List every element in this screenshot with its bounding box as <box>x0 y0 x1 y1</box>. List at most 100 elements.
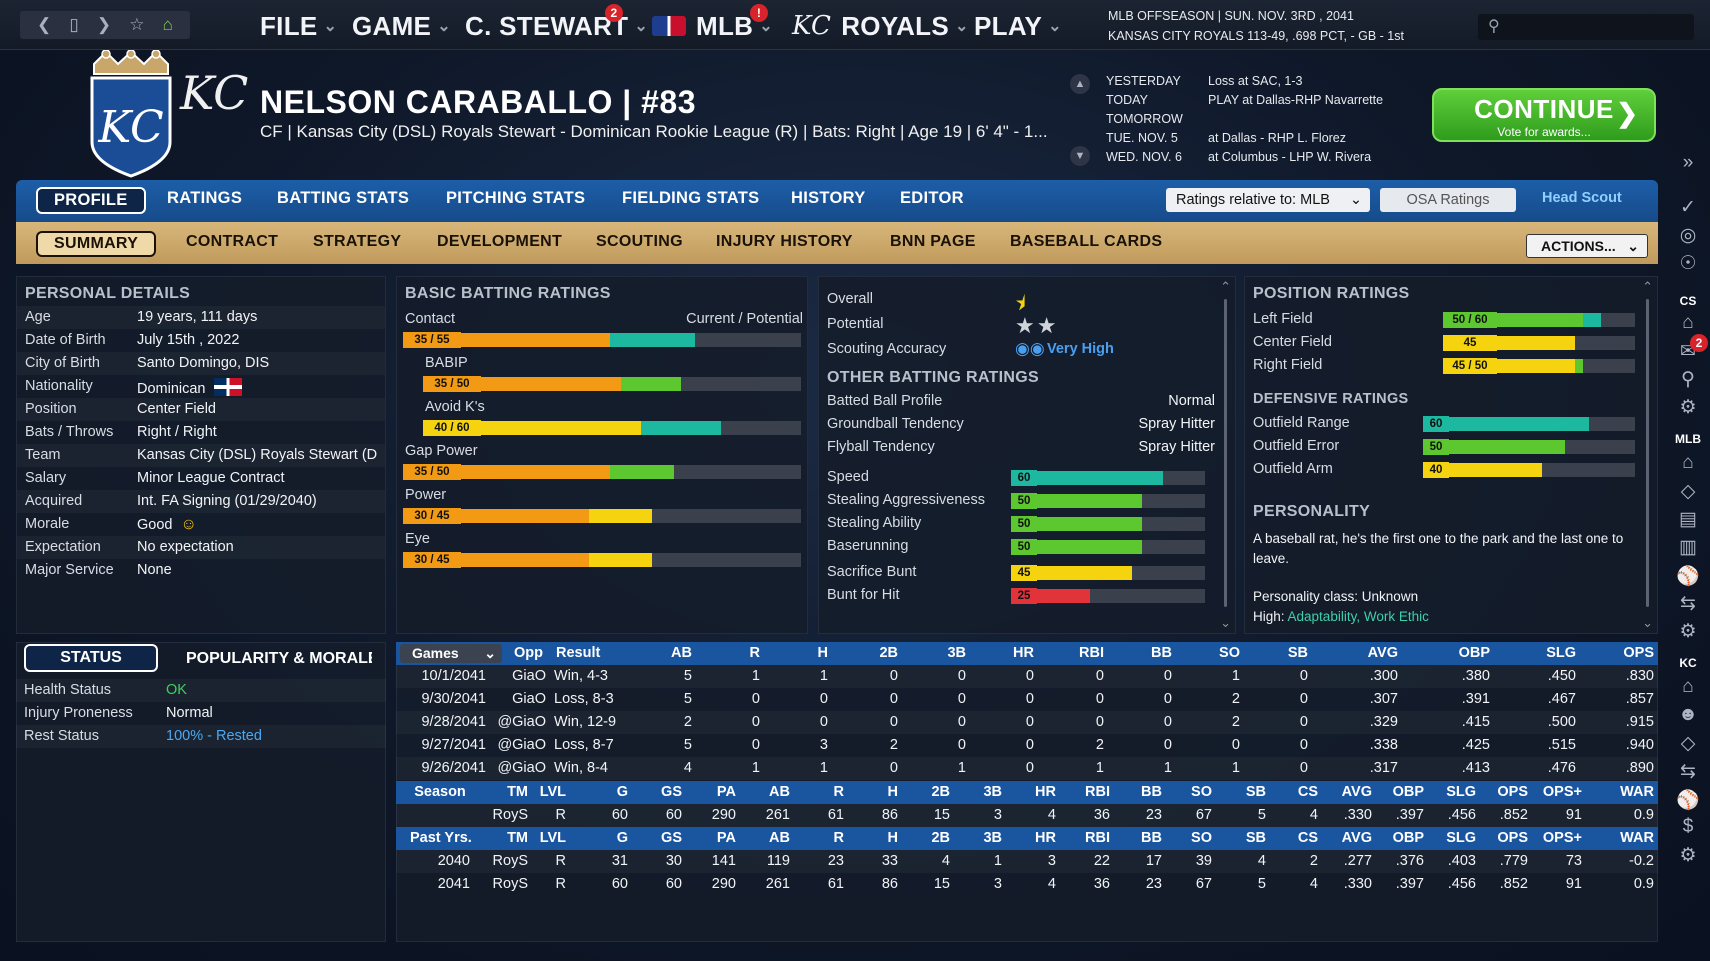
home-icon[interactable]: ⌂ <box>162 15 173 34</box>
status-label: Rest Status <box>24 728 99 744</box>
tab-status[interactable]: STATUS <box>24 644 158 672</box>
table-cell: RoyS <box>492 807 528 823</box>
star-icon[interactable]: ☆ <box>129 15 145 34</box>
tab-contract[interactable]: CONTRACT <box>186 233 279 250</box>
check-icon[interactable]: ✓ <box>1680 197 1696 218</box>
tab-editor[interactable]: EDITOR <box>900 189 964 207</box>
table-cell: 290 <box>711 876 736 892</box>
scroll-down-icon[interactable]: ⌄ <box>1642 615 1653 630</box>
menu-file-label: FILE <box>260 10 318 41</box>
column-header: OPS+ <box>1542 784 1582 800</box>
diamond-icon[interactable]: ◇ <box>1680 481 1696 502</box>
collapse-icon[interactable]: » <box>1682 152 1694 173</box>
tab-baseball-cards[interactable]: BASEBALL CARDS <box>1010 233 1163 250</box>
menu-manager[interactable]: C. STEWART ⌄ 2 <box>465 4 648 44</box>
gear-icon[interactable]: ⚙ <box>1679 845 1697 866</box>
gear-icon[interactable]: ⚙ <box>1679 621 1697 642</box>
scrollbar[interactable] <box>1646 299 1649 607</box>
league-date: MLB OFFSEASON | SUN. NOV. 3RD , 2041 <box>1108 9 1354 23</box>
back-icon[interactable]: ❮ <box>37 15 52 34</box>
menu-royals[interactable]: KC ROYALS ⌄ <box>792 8 969 44</box>
news-icon[interactable]: ▤ <box>1679 509 1697 530</box>
tab-popularity-morale[interactable]: POPULARITY & MORALE <box>186 650 372 667</box>
scroll-down-icon[interactable]: ⌄ <box>1220 615 1231 630</box>
rating-bar <box>1037 471 1205 485</box>
table-cell: 0 <box>957 714 966 730</box>
column-header: RBI <box>1085 830 1110 846</box>
rating-bar <box>1497 336 1635 350</box>
home-icon[interactable]: ⌂ <box>1682 452 1694 473</box>
search-icon[interactable]: ⚲ <box>1681 369 1695 390</box>
exchange-icon[interactable]: ⇆ <box>1680 593 1696 614</box>
menu-play[interactable]: PLAY ⌄ <box>974 8 1062 44</box>
tab-history[interactable]: HISTORY <box>791 189 866 207</box>
schedule-game: at Dallas - RHP L. Florez <box>1208 131 1347 145</box>
tab-bnn-page[interactable]: BNN PAGE <box>890 233 976 250</box>
table-cell: 67 <box>1195 807 1212 823</box>
column-header: SB <box>1245 784 1266 800</box>
head-scout-button[interactable]: Head Scout <box>1542 190 1622 206</box>
home-icon[interactable]: ⌂ <box>1682 312 1694 333</box>
kc-wordmark: KC <box>180 66 249 120</box>
scrollbar[interactable] <box>1224 299 1227 607</box>
column-header: LVL <box>539 784 566 800</box>
detail-label: Bats / Throws <box>25 424 114 440</box>
menu-mlb[interactable]: MLB ⌄! <box>652 4 773 44</box>
ratings-relative-select[interactable]: Ratings relative to: MLB ⌄ <box>1166 188 1370 212</box>
forward-icon[interactable]: ❯ <box>96 15 112 34</box>
column-header: H <box>817 645 828 661</box>
table-cell: 0 <box>1163 691 1172 707</box>
scroll-up-icon[interactable]: ⌃ <box>1642 279 1653 294</box>
table-cell: 1 <box>1163 760 1172 776</box>
scroll-up-icon[interactable]: ⌃ <box>1220 279 1231 294</box>
menu-file[interactable]: FILE ⌄ <box>260 8 337 44</box>
column-header: H <box>887 784 898 800</box>
column-header: HR <box>1035 784 1056 800</box>
schedule-down-icon[interactable]: ▼ <box>1070 146 1090 166</box>
rating-bar <box>1449 417 1635 431</box>
home-icon[interactable]: ⌂ <box>1682 676 1694 697</box>
tab-injury-history[interactable]: INJURY HISTORY <box>716 233 853 250</box>
table-cell: R <box>555 853 566 869</box>
column-header: AB <box>769 830 790 846</box>
tab-development[interactable]: DEVELOPMENT <box>437 233 563 250</box>
mail-icon[interactable]: ✉ 2 <box>1666 334 1710 363</box>
continue-button[interactable]: CONTINUE Vote for awards... ❯ <box>1432 88 1656 142</box>
lightbulb-icon[interactable]: ☉ <box>1679 253 1697 274</box>
menu-game[interactable]: GAME ⌄ <box>352 8 451 44</box>
schedule-up-icon[interactable]: ▲ <box>1070 74 1090 94</box>
bar-fill <box>1449 463 1542 477</box>
chart-icon[interactable]: ▥ <box>1679 537 1697 558</box>
column-header: SLG <box>1446 830 1476 846</box>
search-input[interactable]: ⚲ <box>1478 14 1694 40</box>
nav-button-group: ❮ ▯ ❯ ☆ ⌂ <box>20 11 190 39</box>
column-header: Opp <box>514 645 543 661</box>
dollar-icon[interactable]: $ <box>1682 816 1694 837</box>
exchange-icon[interactable]: ⇆ <box>1680 761 1696 782</box>
table-cell: .307 <box>1369 691 1398 707</box>
osa-ratings-button[interactable]: OSA Ratings <box>1380 188 1516 212</box>
diamond-icon[interactable]: ◇ <box>1680 733 1696 754</box>
table-cell: 36 <box>1093 807 1110 823</box>
tab-summary[interactable]: SUMMARY <box>36 231 157 257</box>
games-select[interactable]: Games ⌄ <box>400 644 502 663</box>
tab-ratings[interactable]: RATINGS <box>167 189 243 207</box>
tab-profile[interactable]: PROFILE <box>36 187 146 214</box>
globe-icon[interactable]: ◎ <box>1679 225 1697 246</box>
window-icon[interactable]: ▯ <box>69 15 79 34</box>
tab-strategy[interactable]: STRATEGY <box>313 233 402 250</box>
schedule-days: YESTERDAY TODAY TOMORROW TUE. NOV. 5 WED… <box>1106 72 1183 167</box>
column-header: SB <box>1245 830 1266 846</box>
table-cell: 4 <box>1309 807 1318 823</box>
tab-fielding-stats[interactable]: FIELDING STATS <box>622 189 760 207</box>
baseball-icon[interactable]: ⚾ <box>1676 566 1700 587</box>
table-cell: 4 <box>1047 807 1056 823</box>
gear-icon[interactable]: ⚙ <box>1679 397 1697 418</box>
tab-pitching-stats[interactable]: PITCHING STATS <box>446 189 586 207</box>
baseball-icon[interactable]: ⚾ <box>1676 790 1700 811</box>
tab-batting-stats[interactable]: BATTING STATS <box>277 189 410 207</box>
status-panel <box>16 642 386 942</box>
tab-scouting[interactable]: SCOUTING <box>596 233 683 250</box>
actions-dropdown[interactable]: ACTIONS... ⌄ <box>1526 234 1648 258</box>
roster-icon[interactable]: ☻ <box>1678 704 1698 725</box>
